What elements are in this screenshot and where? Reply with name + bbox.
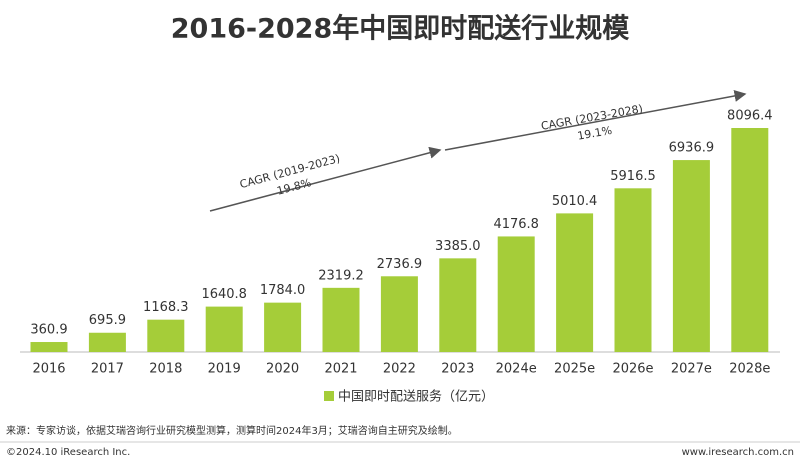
value-label: 2319.2	[318, 268, 364, 283]
annotation: 19.1%	[576, 124, 613, 143]
x-tick-label: 2025e	[554, 362, 595, 377]
value-label: 1168.3	[143, 300, 189, 315]
bar	[439, 258, 477, 352]
bar	[556, 213, 594, 352]
bar	[322, 287, 360, 352]
x-tick-label: 2027e	[671, 362, 712, 377]
x-tick-label: 2021	[324, 362, 357, 377]
x-tick-label: 2016	[32, 362, 65, 377]
cagr-arrow	[209, 146, 442, 212]
legend-label: 中国即时配送服务（亿元）	[338, 389, 494, 405]
value-label: 6936.9	[669, 141, 715, 156]
bar	[264, 302, 302, 352]
value-label: 8096.4	[727, 109, 773, 124]
legend-swatch	[324, 391, 334, 401]
cagr-arrow	[444, 90, 747, 151]
bar	[205, 306, 243, 352]
bar	[147, 319, 185, 352]
website: www.iresearch.com.cn	[682, 447, 794, 458]
value-label: 1784.0	[260, 283, 306, 298]
x-tick-label: 2024e	[496, 362, 537, 377]
value-label: 1640.8	[201, 287, 247, 302]
bar	[380, 276, 418, 352]
value-label: 2736.9	[377, 257, 423, 272]
value-label: 4176.8	[493, 217, 539, 232]
copyright: ©2024.10 iResearch Inc.	[6, 447, 130, 458]
x-tick-label: 2026e	[612, 362, 653, 377]
bar	[731, 128, 769, 352]
x-tick-label: 2020	[266, 362, 299, 377]
x-tick-label: 2017	[91, 362, 124, 377]
value-label: 360.9	[30, 323, 67, 338]
bar	[88, 332, 126, 352]
value-label: 5010.4	[552, 194, 598, 209]
source: 来源：专家访谈，依据艾瑞咨询行业研究模型测算，测算时间2024年3月；艾瑞咨询自…	[6, 424, 458, 437]
bar	[497, 236, 535, 352]
bar	[30, 342, 68, 352]
bar	[672, 160, 710, 352]
x-tick-label: 2028e	[729, 362, 770, 377]
x-tick-label: 2023	[441, 362, 474, 377]
x-tick-label: 2019	[208, 362, 241, 377]
value-label: 5916.5	[610, 169, 656, 184]
value-label: 3385.0	[435, 239, 481, 254]
x-tick-label: 2022	[383, 362, 416, 377]
bar	[614, 188, 652, 352]
chart-title: 2016-2028年中国即时配送行业规模	[171, 13, 630, 45]
x-tick-label: 2018	[149, 362, 182, 377]
value-label: 695.9	[89, 313, 126, 328]
